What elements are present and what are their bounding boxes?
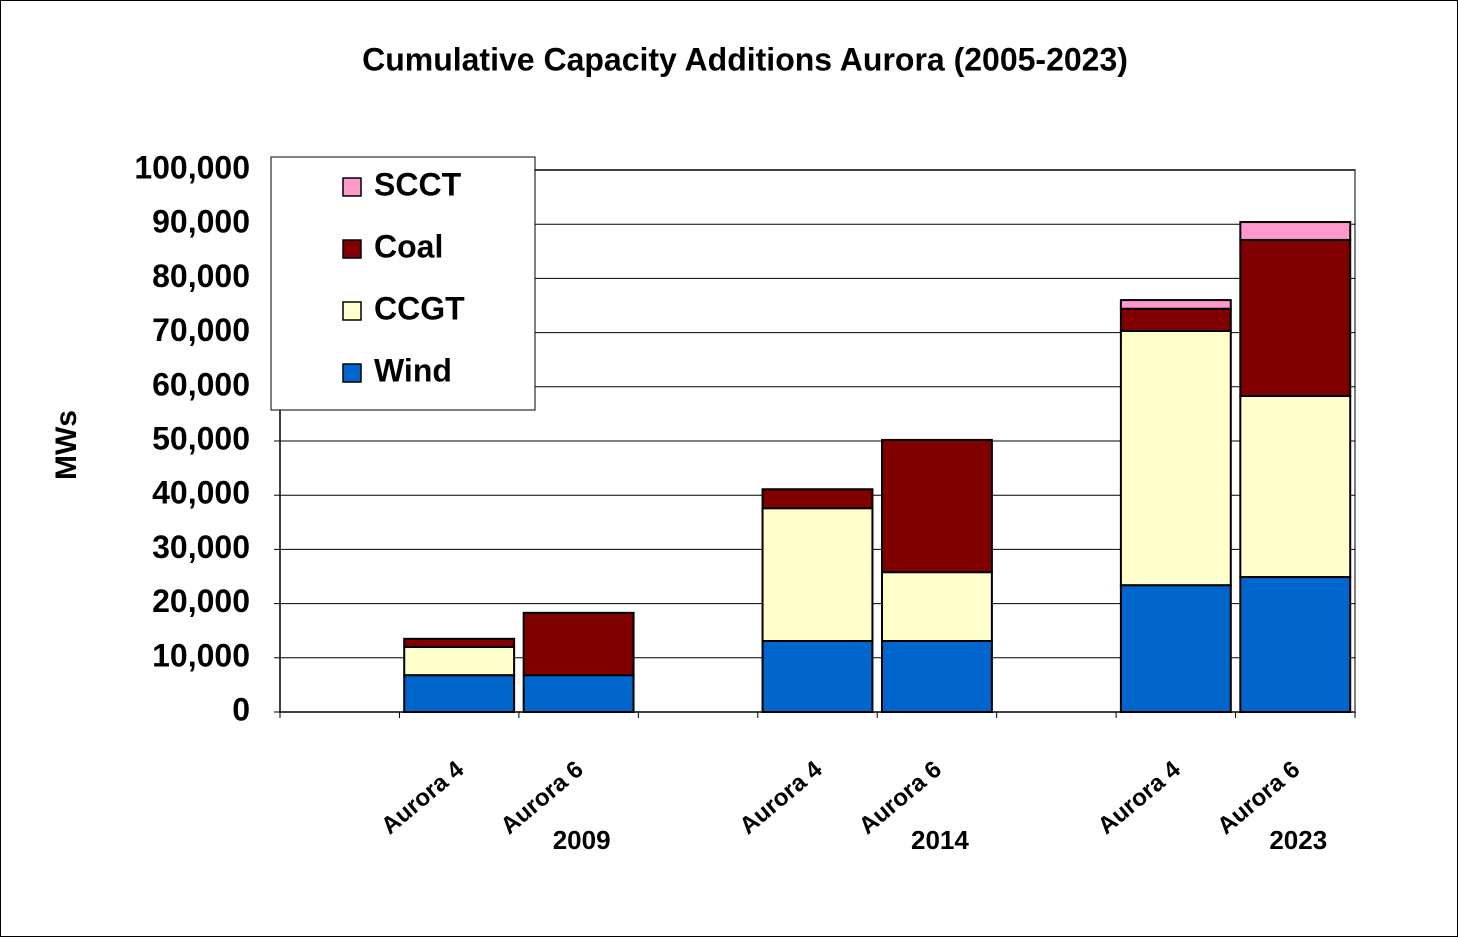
bar-segment <box>881 571 993 642</box>
y-tick-label: 80,000 <box>152 258 250 294</box>
bar-segment <box>1239 238 1352 398</box>
y-tick-label: 100,000 <box>134 149 250 185</box>
bar-segment <box>1119 307 1232 332</box>
bar-segment <box>403 645 516 677</box>
bar-segment <box>1119 299 1232 310</box>
bar-segment <box>403 637 516 648</box>
bar-segment <box>522 611 635 677</box>
bar-segment <box>1239 221 1352 241</box>
bar-segment <box>403 674 516 713</box>
y-tick-label: 50,000 <box>152 420 250 456</box>
bar-segment <box>1119 584 1232 713</box>
legend-box <box>270 156 536 411</box>
y-tick-label: 40,000 <box>152 475 250 511</box>
y-tick-label: 60,000 <box>152 366 250 402</box>
legend-label: CCGT <box>374 290 465 326</box>
bar-segment <box>1119 329 1232 587</box>
chart-title: Cumulative Capacity Additions Aurora (20… <box>362 41 1128 77</box>
bar-segment <box>761 639 874 713</box>
legend-label: Coal <box>374 228 443 264</box>
bar-segment <box>761 507 874 642</box>
bar-segment <box>1239 576 1352 713</box>
y-axis-label: MWs <box>50 410 83 480</box>
legend-label: Wind <box>374 352 452 388</box>
y-tick-label: 10,000 <box>152 637 250 673</box>
bar-segment <box>881 639 993 713</box>
bar-segment <box>881 438 993 574</box>
bar-segment <box>522 674 635 713</box>
legend-swatch <box>342 177 362 197</box>
legend: SCCT Coal CCGT Wind <box>270 156 536 411</box>
y-tick-label: 70,000 <box>152 312 250 348</box>
legend-swatch <box>342 363 362 383</box>
bar-segment <box>1239 395 1352 579</box>
y-tick-label: 90,000 <box>152 204 250 240</box>
group-label: 2009 <box>553 825 611 855</box>
legend-swatch <box>342 239 362 259</box>
group-label: 2023 <box>1269 825 1327 855</box>
legend-swatch <box>342 301 362 321</box>
bar-segment <box>761 488 874 510</box>
y-tick-label: 0 <box>232 691 250 727</box>
y-tick-label: 30,000 <box>152 529 250 565</box>
y-tick-label: 20,000 <box>152 583 250 619</box>
group-label: 2014 <box>911 825 969 855</box>
legend-label: SCCT <box>374 166 462 202</box>
